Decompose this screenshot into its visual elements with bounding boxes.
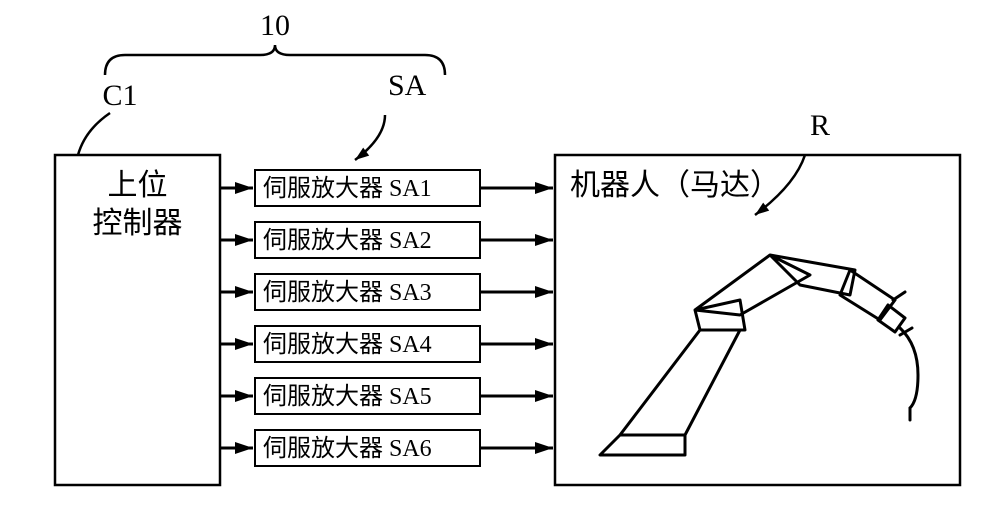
label-r: R <box>810 109 830 142</box>
controller-label-line2: 控制器 <box>93 207 183 240</box>
servo-amp-label: 伺服放大器 SA4 <box>263 331 432 358</box>
label-c1: C1 <box>102 79 137 112</box>
controller-box <box>55 155 220 485</box>
servo-amp-label: 伺服放大器 SA2 <box>263 227 432 254</box>
robot-arm-icon <box>600 255 895 455</box>
label-10: 10 <box>260 9 290 42</box>
robot-label: 机器人（马达） <box>570 169 780 202</box>
servo-amp-label: 伺服放大器 SA6 <box>263 435 432 462</box>
servo-amp-label: 伺服放大器 SA1 <box>263 175 432 202</box>
controller-label-line1: 上位 <box>108 169 168 202</box>
robot-box <box>555 155 960 485</box>
pointer-c1 <box>78 113 110 155</box>
servo-amp-label: 伺服放大器 SA3 <box>263 279 432 306</box>
label-sa: SA <box>388 69 427 102</box>
robot-tool-icon <box>900 328 918 408</box>
servo-amp-label: 伺服放大器 SA5 <box>263 383 432 410</box>
